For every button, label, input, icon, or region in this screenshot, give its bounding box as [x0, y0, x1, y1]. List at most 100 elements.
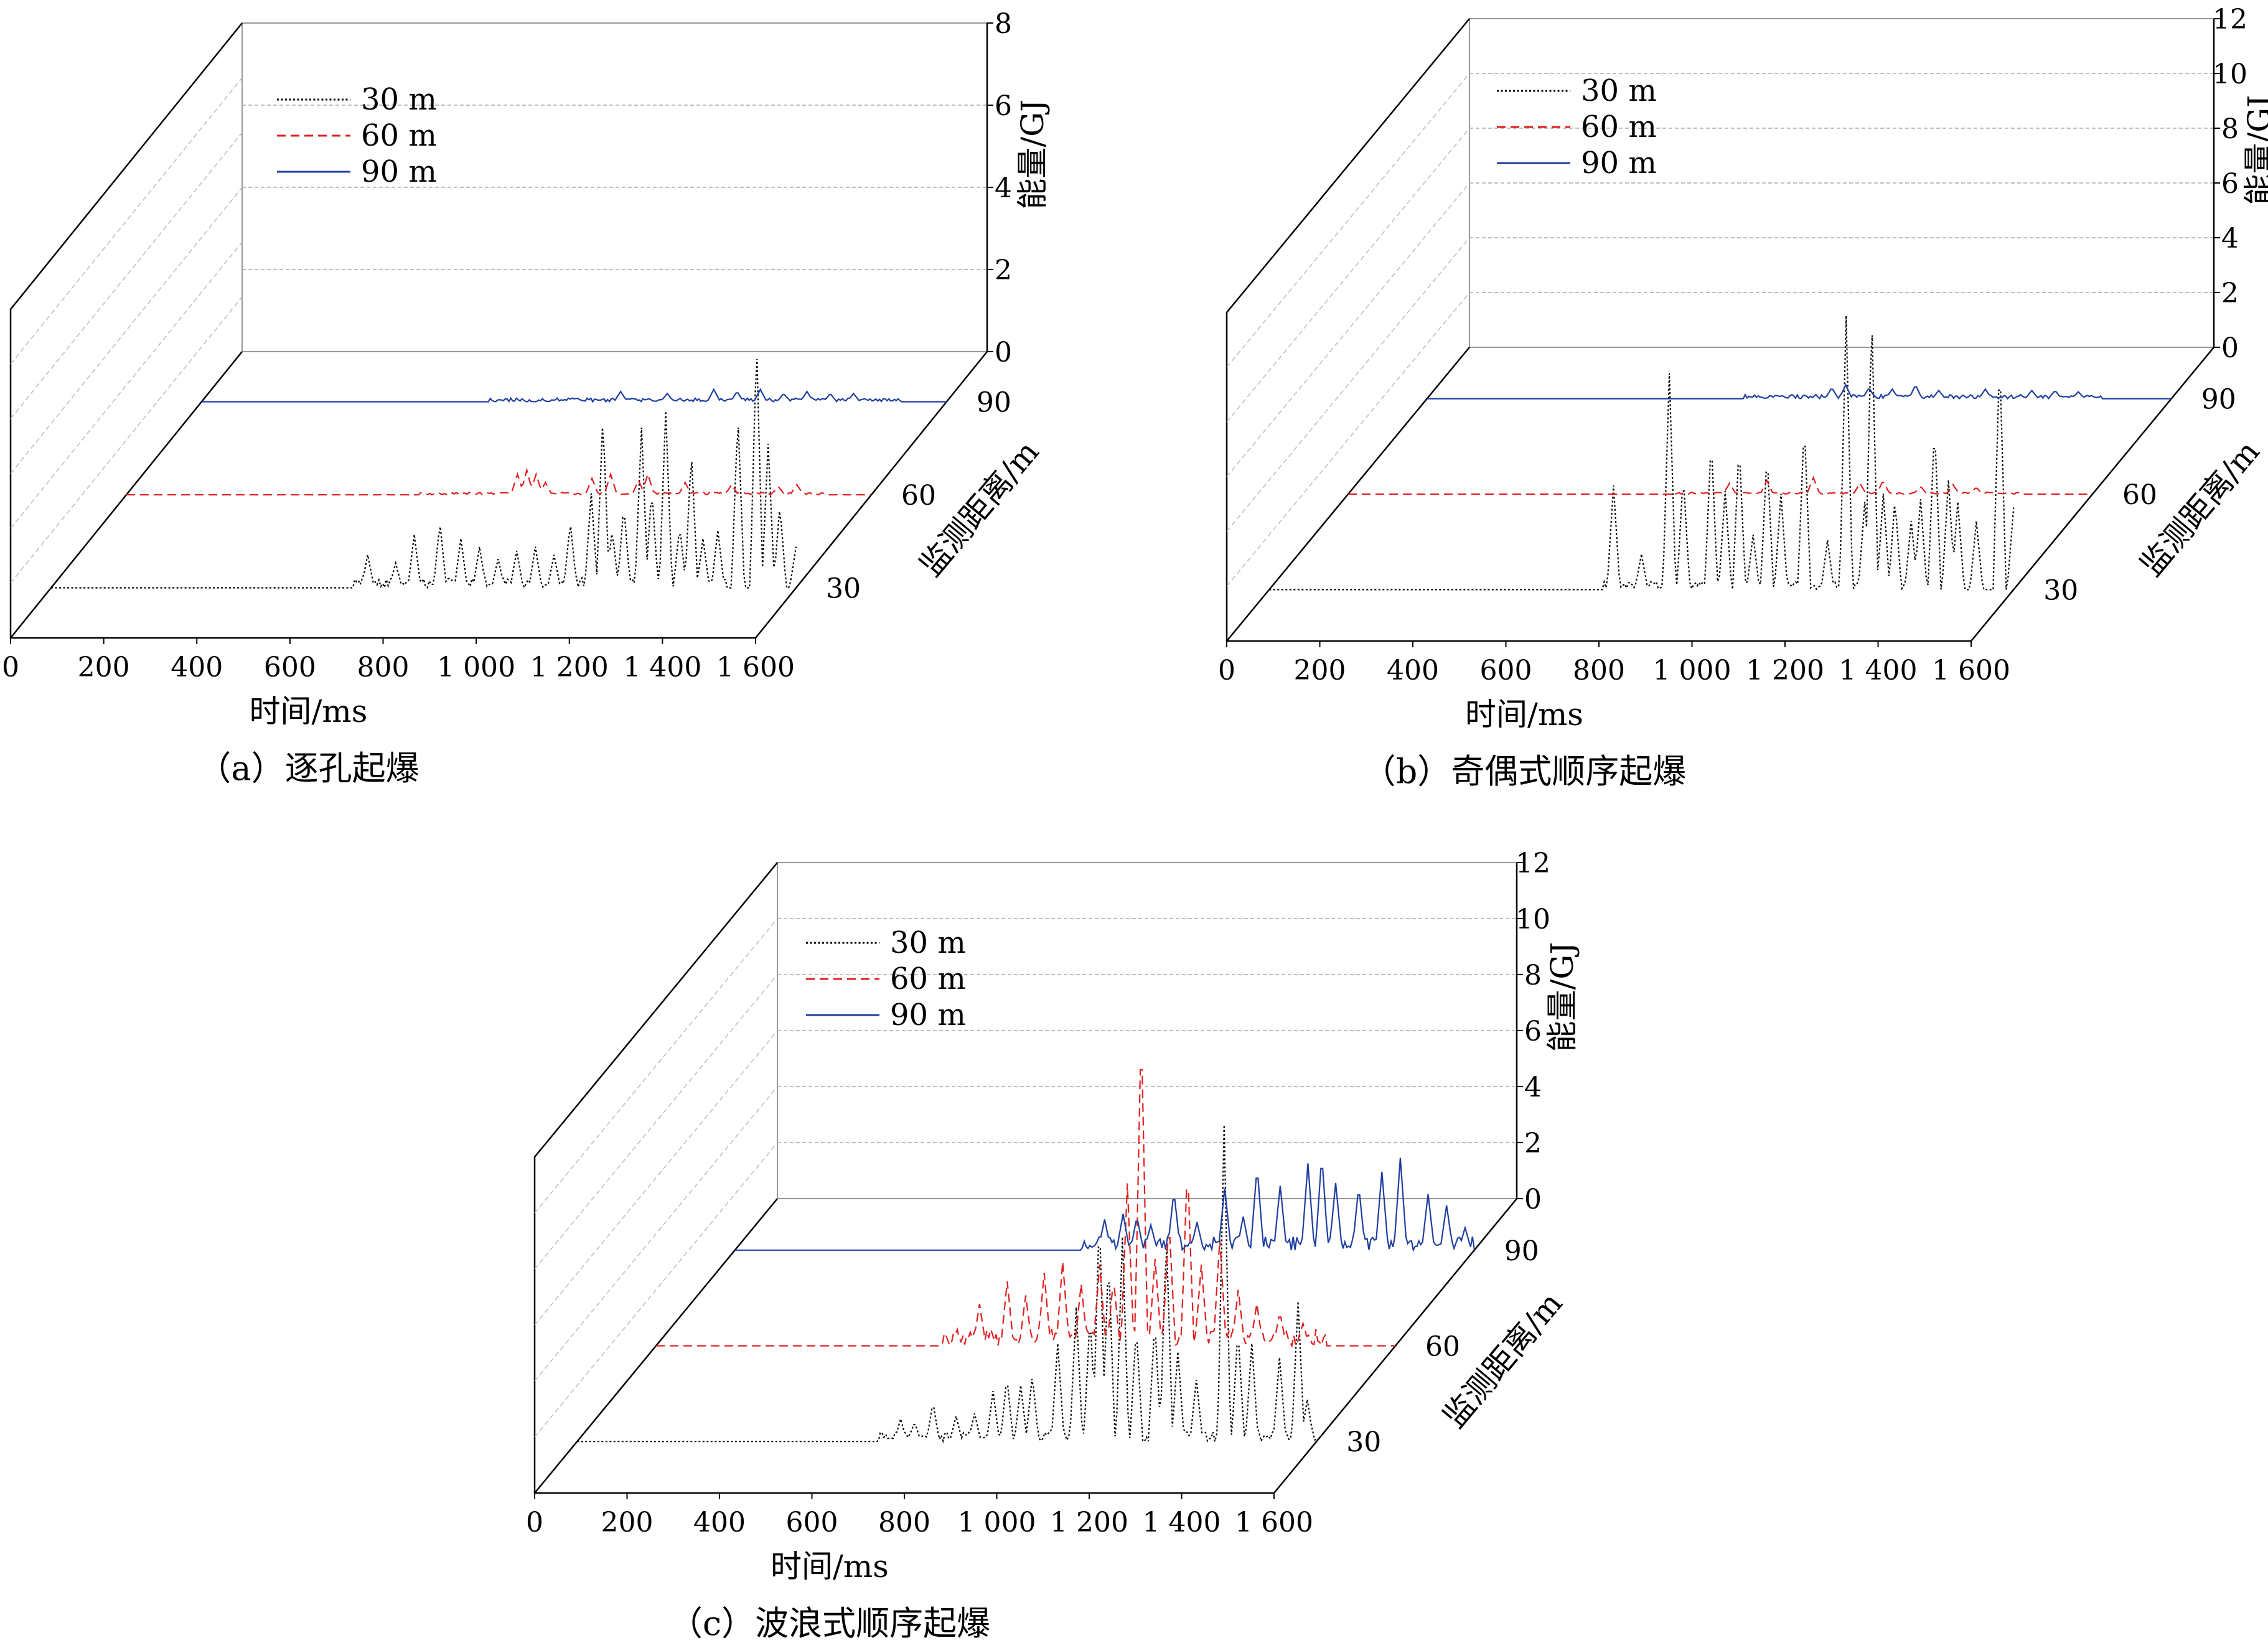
- gridline-side: [10, 241, 243, 529]
- energy-tick-label: 6: [1524, 1016, 1542, 1047]
- time-tick-label: 600: [1480, 655, 1532, 686]
- time-tick-label: 1 200: [1746, 655, 1824, 686]
- time-tick-label: 1 400: [1143, 1507, 1221, 1538]
- energy-tick-label: 8: [995, 8, 1012, 40]
- side-wall-frame: [9, 22, 243, 638]
- distance-tick-label: 60: [2122, 479, 2157, 511]
- series-line-90m: [201, 388, 947, 403]
- series-line-60m: [126, 467, 871, 496]
- legend-label: 90 m: [890, 998, 966, 1032]
- time-tick-label: 400: [693, 1507, 746, 1538]
- distance-tick-label: 30: [1346, 1426, 1381, 1458]
- gridline-side: [534, 1142, 778, 1438]
- gridline-side: [10, 77, 243, 365]
- energy-tick-label: 2: [995, 255, 1012, 286]
- legend-label: 30 m: [1581, 73, 1657, 108]
- distance-tick-label: 30: [826, 573, 861, 605]
- energy-tick-label: 10: [2213, 59, 2247, 90]
- gridline-side: [10, 296, 243, 584]
- time-tick-label: 600: [264, 652, 316, 683]
- time-axis-label: 时间/ms: [771, 1548, 889, 1584]
- energy-tick-label: 8: [2221, 113, 2239, 145]
- gridline-side: [10, 132, 243, 419]
- time-tick-label: 0: [2, 652, 19, 683]
- distance-tick-label: 90: [977, 387, 1011, 419]
- energy-tick-label: 0: [2221, 332, 2239, 364]
- energy-tick-label: 6: [995, 90, 1012, 122]
- panel-caption: （a）逐孔起爆: [197, 749, 419, 788]
- time-tick-label: 400: [171, 652, 223, 683]
- time-tick-label: 1 000: [1653, 655, 1731, 686]
- time-tick-label: 1 600: [716, 652, 795, 683]
- energy-tick-label: 0: [1524, 1184, 1542, 1215]
- energy-axis-label: 能量/GJ: [1544, 942, 1580, 1052]
- legend-label: 30 m: [890, 925, 966, 960]
- series-line-90m: [734, 1158, 1475, 1252]
- legend-label: 60 m: [890, 962, 966, 996]
- energy-tick-label: 12: [2213, 4, 2247, 35]
- series-line-60m: [1348, 475, 2092, 495]
- energy-tick-label: 8: [1524, 960, 1542, 991]
- energy-tick-label: 12: [1516, 848, 1550, 879]
- legend-label: 60 m: [1581, 110, 1657, 144]
- legend-label: 60 m: [361, 118, 437, 153]
- distance-tick-label: 60: [901, 480, 936, 512]
- time-tick-label: 1 200: [530, 652, 609, 683]
- gridline-side: [534, 1086, 778, 1382]
- panel-b-chart: 0 200 400 600 800 1 000 1 200 1 400 1 600 时间/ms 0 2…: [1218, 4, 2268, 791]
- time-axis-label: 时间/ms: [1465, 696, 1583, 733]
- back-wall-frame: [1469, 18, 2214, 347]
- energy-tick-label: 4: [995, 172, 1012, 204]
- time-tick-label: 200: [601, 1507, 654, 1538]
- gridline-side: [534, 974, 778, 1270]
- distance-tick-label: 90: [1504, 1235, 1539, 1267]
- legend-label: 90 m: [361, 154, 437, 189]
- gridline-side: [534, 1030, 778, 1326]
- energy-axis-label: 能量/GJ: [2241, 95, 2268, 205]
- time-tick-label: 1 400: [1839, 655, 1918, 686]
- energy-axis-label: 能量/GJ: [1015, 100, 1051, 210]
- gridline-side: [1226, 237, 1470, 532]
- gridline-side: [1226, 73, 1470, 368]
- energy-tick-label: 6: [2221, 168, 2239, 200]
- time-tick-label: 200: [78, 652, 130, 683]
- legend-label: 30 m: [361, 82, 437, 117]
- time-tick-label: 0: [1218, 655, 1235, 686]
- series-line-90m: [1427, 383, 2172, 400]
- gridline-side: [534, 918, 778, 1214]
- energy-tick-label: 4: [2221, 223, 2239, 255]
- panel-caption: （b）奇偶式顺序起爆: [1362, 752, 1687, 791]
- distance-tick-label: 60: [1425, 1331, 1460, 1363]
- time-tick-label: 1 600: [1235, 1507, 1313, 1538]
- back-wall-frame: [241, 22, 987, 352]
- time-tick-label: 800: [1573, 655, 1625, 686]
- energy-tick-label: 0: [995, 337, 1012, 368]
- time-tick-label: 1 000: [437, 652, 515, 683]
- time-axis-label: 时间/ms: [250, 693, 368, 729]
- time-tick-label: 0: [526, 1507, 543, 1538]
- energy-tick-label: 2: [1524, 1128, 1542, 1159]
- panel-a-chart: 0 200 400 600 800 1 000 1 200 1 400 1 600 时间/ms 0 2…: [2, 8, 1051, 788]
- time-tick-label: 400: [1387, 655, 1439, 686]
- legend-label: 90 m: [1581, 146, 1657, 180]
- gridline-side: [1226, 292, 1470, 587]
- energy-tick-label: 10: [1516, 904, 1550, 935]
- time-tick-label: 600: [786, 1507, 838, 1538]
- energy-tick-label: 2: [2221, 278, 2239, 309]
- series-line-30m: [577, 1125, 1317, 1444]
- series-line-30m: [1269, 316, 2015, 591]
- gridline-side: [10, 187, 243, 474]
- time-tick-label: 1 000: [958, 1507, 1036, 1538]
- distance-tick-label: 90: [2201, 384, 2236, 416]
- gridline-side: [1226, 182, 1470, 477]
- gridline-side: [1226, 128, 1470, 423]
- time-tick-label: 200: [1294, 655, 1346, 686]
- time-tick-label: 800: [357, 652, 410, 683]
- series-line-60m: [656, 1069, 1395, 1348]
- time-tick-label: 800: [878, 1507, 930, 1538]
- series-line-30m: [51, 358, 797, 589]
- time-tick-label: 1 400: [623, 652, 701, 683]
- energy-tick-label: 4: [1524, 1072, 1542, 1103]
- time-tick-label: 1 600: [1932, 655, 2010, 686]
- distance-tick-label: 30: [2043, 574, 2078, 606]
